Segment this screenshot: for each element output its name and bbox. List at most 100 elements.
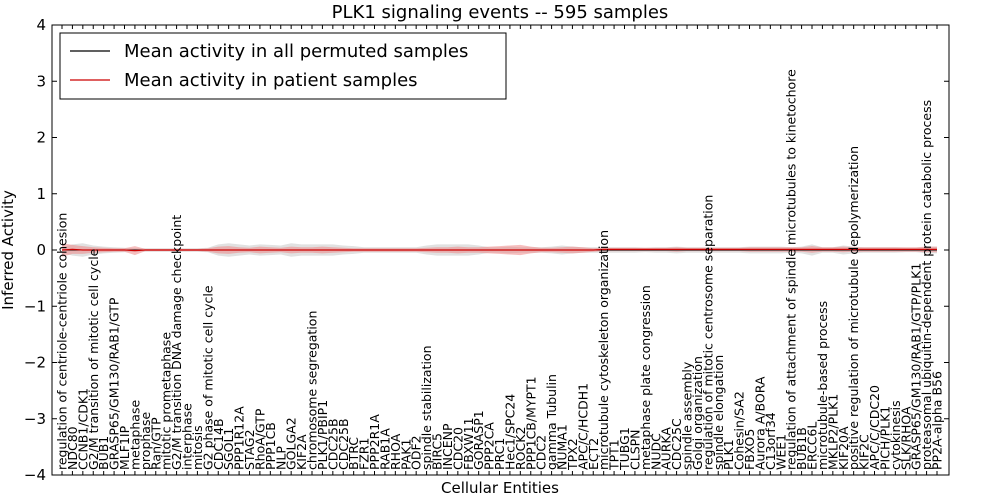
x-tick-label: PPP2R1A: [367, 414, 382, 470]
x-tick-label: PPP1CB/MYPT1: [523, 376, 538, 470]
series-line-patient: [61, 248, 937, 252]
x-tick-label: ROCK2: [513, 427, 528, 470]
x-tick-label: AURKA: [659, 427, 674, 470]
x-tick-label: INCENP: [440, 423, 455, 470]
x-axis-label: Cellular Entities: [441, 479, 559, 497]
x-tick-label: regulation of attachment of spindle micr…: [784, 69, 799, 470]
x-tick-label: Ran/GTP: [148, 417, 163, 470]
x-tick-label: PPP2CA: [482, 422, 497, 470]
x-tick-label: mitosis: [190, 425, 205, 470]
y-axis-label: Inferred Activity: [0, 190, 17, 310]
x-tick-label: Golgi organization: [690, 356, 705, 470]
x-tick-label: CCNB1/CDK1: [75, 388, 90, 470]
x-tick-label: GOLGA2: [284, 417, 299, 470]
x-tick-label: NDC80: [65, 426, 80, 470]
x-tick-label: PPP1CB: [263, 422, 278, 470]
x-tick-label: PLK1: [721, 439, 736, 470]
x-tick-label: Aurora A/BORA: [752, 376, 767, 470]
x-tick-label: regulation of mitotic centrosome separat…: [700, 195, 715, 470]
x-tick-label: cytokinesis: [888, 400, 903, 470]
x-tick-label: G2/M transition DNA damage checkpoint: [169, 215, 184, 470]
x-tick-label: ECT2: [586, 438, 601, 470]
x-tick-label: STAG2: [242, 429, 257, 470]
x-tick-label: RhoA/GTP: [252, 408, 267, 470]
x-tick-label: FBXO5: [742, 429, 757, 470]
x-tick-label: PICH/PLK1: [877, 406, 892, 470]
x-tick-label: CDC2: [534, 435, 549, 470]
x-tick-label: RAB1A: [377, 428, 392, 470]
x-tick-label: WEE1: [773, 434, 788, 470]
x-tick-label: BUB1: [96, 436, 111, 470]
x-tick-label: microtubule cytoskeleton organization: [596, 230, 611, 470]
x-tick-label: PRC1: [492, 438, 507, 470]
x-tick-label: positive regulation of microtubule depol…: [846, 146, 861, 470]
x-tick-label: metaphase: [127, 400, 142, 470]
x-tick-label: KIF2C: [857, 434, 872, 470]
legend-label-patient: Mean activity in patient samples: [124, 70, 418, 91]
x-tick-label: NUDC: [648, 433, 663, 470]
x-tick-label: FBXW11: [461, 417, 476, 470]
y-tick-label: −1: [24, 297, 46, 315]
x-tick-label: CDC25C: [669, 418, 684, 470]
y-tick-label: 4: [36, 16, 46, 34]
x-tick-label: TPX2: [565, 438, 580, 471]
x-tick-label: RHOA: [388, 433, 403, 470]
x-tick-label: SGOL1: [221, 428, 236, 470]
x-tick-label: PLK1/PBIP1: [315, 400, 330, 470]
legend-label-permuted: Mean activity in all permuted samples: [124, 41, 468, 62]
x-tick-label: FZR1: [357, 438, 372, 470]
x-tick-label: NLP: [273, 446, 288, 470]
x-tick-label: C13orf34: [763, 412, 778, 470]
x-tick-label: BTRC: [346, 437, 361, 470]
plot-frame: [51, 24, 950, 476]
x-tick-label: PPP1R12A: [232, 406, 247, 470]
x-tick-label: microtubule-based process: [815, 301, 830, 470]
y-tick-label: 0: [36, 241, 46, 259]
x-tick-label: MLF1IP: [117, 425, 132, 470]
x-tick-label: spindle stabilization: [419, 345, 434, 470]
x-tick-label: prophase: [138, 412, 153, 470]
y-tick-label: 1: [36, 185, 46, 203]
y-tick-label: 3: [36, 72, 46, 90]
x-tick-label: ERCC6L: [805, 422, 820, 470]
x-tick-label: spindle assembly: [680, 361, 695, 470]
x-tick-label: mitotic prometaphase: [159, 332, 174, 470]
y-tick-label: 2: [36, 129, 46, 147]
chart-title: PLK1 signaling events -- 595 samples: [332, 2, 669, 23]
x-tick-label: TUBG1: [617, 427, 632, 471]
y-tick-label: −3: [24, 410, 46, 428]
x-tick-label: APC/C/HCDH1: [575, 383, 590, 470]
legend-box: [59, 32, 507, 100]
x-tick-label: CLSPN: [627, 429, 642, 470]
x-tick-label: CDC14B: [211, 418, 226, 470]
x-tick-label: GRASP65/GM130/RAB1/GTP: [107, 297, 122, 470]
x-tick-label: interphase: [180, 403, 195, 470]
x-tick-label: SLK/RHOA: [898, 406, 913, 470]
x-tick-label: BUB1B: [794, 427, 809, 470]
y-tick-label: −2: [24, 354, 46, 372]
x-tick-label: spindle elongation: [711, 355, 726, 470]
x-tick-label: ODF2: [409, 435, 424, 470]
x-tick-label: NUMA1: [555, 424, 570, 470]
x-tick-label: KIF20A: [836, 426, 851, 470]
x-tick-label: metaphase plate congression: [638, 285, 653, 470]
x-tick-label: APC/C/CDC20: [867, 385, 882, 470]
x-tick-label: PAK1: [398, 439, 413, 470]
x-tick-label: gamma Tubulin: [544, 374, 559, 470]
x-tick-label: PP2A-alpha B56: [930, 371, 945, 470]
x-tick-label: GRASP65/GM130/RAB1/GTP/PLK1: [909, 263, 924, 470]
x-tick-label: CDC25B: [336, 418, 351, 470]
y-tick-label: −4: [24, 466, 46, 484]
x-tick-label: G2 phase of mitotic cell cycle: [200, 285, 215, 470]
x-tick-label: CDC20: [450, 427, 465, 470]
x-tick-label: proteasomal ubiquitin-dependent protein …: [919, 100, 934, 470]
legend: Mean activity in all permuted samples Me…: [59, 32, 507, 100]
x-tick-label: MKLP2/PLK1: [825, 394, 840, 470]
x-tick-label: TPT1: [607, 439, 622, 471]
x-tick-label: KIF2A: [294, 434, 309, 470]
x-tick-label: regulation of centriole-centriole cohesi…: [55, 213, 70, 470]
x-tick-label: GORASP1: [471, 410, 486, 470]
x-tick-label: Cohesin/SA2: [732, 391, 747, 470]
x-tick-label: CDC25B: [325, 418, 340, 470]
